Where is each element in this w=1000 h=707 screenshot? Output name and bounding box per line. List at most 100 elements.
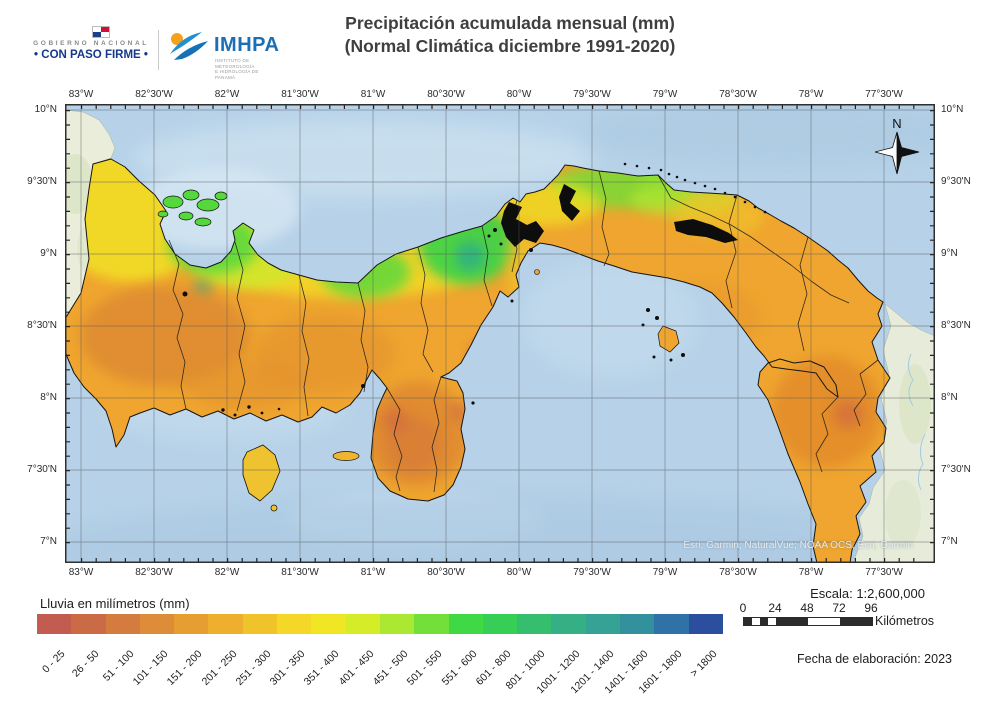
legend-swatch — [71, 614, 106, 634]
gov-logo-line1: GOBIERNO NACIONAL — [33, 40, 149, 47]
lon-label-top: 81°W — [360, 89, 386, 100]
lon-label-top: 81°30'W — [281, 89, 319, 100]
legend-swatch — [277, 614, 312, 634]
lat-label-left: 9°N — [40, 248, 57, 259]
lat-label-left: 9°30'N — [27, 176, 57, 187]
colombia-land — [852, 303, 935, 563]
legend-swatch — [688, 614, 723, 634]
legend-swatch — [208, 614, 243, 634]
lon-label-bottom: 82°30'W — [135, 567, 173, 578]
scalebar-tick-label: 48 — [800, 601, 814, 615]
header: GOBIERNO NACIONAL • CON PASO FIRME • IMH… — [0, 0, 1000, 96]
scalebar-ticks: 0 24 48 72 96 — [740, 601, 883, 615]
imhpa-subtitle: INSTITUTO DE METEOROLOGÍA E HIDROLOGÍA D… — [215, 58, 278, 80]
map-canvas: N Esri, Garmin, NaturalVue; NOAA OCS, Es… — [65, 104, 935, 563]
lon-label-bottom: 78°30'W — [719, 567, 757, 578]
lon-label-top: 80°30'W — [427, 89, 465, 100]
legend-swatch — [105, 614, 140, 634]
bocas-islands — [157, 189, 228, 227]
legend-label: 401 - 450 — [336, 648, 377, 688]
legend-swatch — [585, 614, 621, 634]
graticule — [65, 104, 935, 563]
lon-label-top: 78°W — [798, 89, 824, 100]
legend-class-labels: 0 - 25 26 - 50 51 - 100 101 - 150 151 - 200 2… — [37, 634, 737, 704]
imhpa-subtitle-line2: E HIDROLOGÍA DE PANAMÁ — [215, 69, 259, 80]
legend-title: Lluvia en milímetros (mm) — [40, 596, 190, 611]
legend-label: > 1800 — [687, 648, 720, 680]
legend-label: 0 - 25 — [40, 648, 68, 676]
page-title: Precipitación acumulada mensual (mm) (No… — [250, 12, 770, 58]
legend-swatch — [482, 614, 518, 634]
panama-coastline — [65, 158, 891, 563]
lat-label-right: 7°N — [941, 536, 958, 547]
government-logo: GOBIERNO NACIONAL • CON PASO FIRME • — [30, 26, 152, 72]
basemap-attribution: Esri, Garmin, NaturalVue; NOAA OCS, Esri… — [683, 540, 913, 551]
scalebar-segment — [840, 618, 872, 625]
lat-label-left: 7°30'N — [27, 464, 57, 475]
scalebar-segment — [760, 618, 768, 625]
lon-label-bottom: 81°W — [360, 567, 386, 578]
lon-label-bottom: 79°30'W — [573, 567, 611, 578]
legend-swatch — [174, 614, 209, 634]
scalebar-segment — [744, 618, 752, 625]
logo-divider — [158, 30, 159, 70]
lon-label-bottom: 83°W — [68, 567, 94, 578]
legend-label: 451 - 500 — [370, 648, 411, 688]
panama-flag-icon — [92, 26, 110, 38]
legend-swatch — [414, 614, 449, 634]
taboga-island — [534, 269, 540, 275]
legend-swatch — [139, 614, 175, 634]
scalebar-segment — [776, 618, 808, 625]
lon-label-bottom: 80°30'W — [427, 567, 465, 578]
legend-label: 101 - 150 — [130, 648, 171, 688]
lat-label-left: 7°N — [40, 536, 57, 547]
lon-label-bottom: 82°W — [214, 567, 240, 578]
legend-swatch — [551, 614, 586, 634]
legend-swatch — [345, 614, 380, 634]
lon-label-top: 83°W — [68, 89, 94, 100]
lon-label-bottom: 79°W — [652, 567, 678, 578]
map-svg: N — [65, 104, 935, 563]
title-line1: Precipitación acumulada mensual (mm) — [345, 13, 675, 33]
legend-swatch — [620, 614, 655, 634]
scalebar-segment — [768, 618, 776, 625]
title-line2: (Normal Climática diciembre 1991-2020) — [344, 36, 676, 56]
legend-label: 26 - 50 — [70, 648, 102, 680]
legend-swatch — [448, 614, 483, 634]
legend-label: 551 - 600 — [439, 648, 480, 688]
scalebar-tick-label: 96 — [864, 601, 878, 615]
pearl-islands — [641, 308, 685, 362]
lat-label-left: 8°30'N — [27, 320, 57, 331]
scalebar-tick-label: 24 — [768, 601, 782, 615]
legend-swatch — [654, 614, 689, 634]
north-arrow-icon: N — [874, 116, 920, 175]
lon-label-bottom: 80°W — [506, 567, 532, 578]
legend-swatch — [379, 614, 415, 634]
lat-label-right: 7°30'N — [941, 464, 971, 475]
lon-label-top: 82°W — [214, 89, 240, 100]
scalebar-segment — [808, 618, 840, 625]
elaboration-date: Fecha de elaboración: 2023 — [797, 652, 952, 666]
province-boundaries — [168, 170, 879, 493]
legend-label: 501 - 550 — [404, 648, 445, 688]
legend-label: 251 - 300 — [233, 648, 274, 688]
legend-swatch — [37, 614, 72, 634]
gov-logo-line2: • CON PASO FIRME • — [34, 49, 148, 61]
imhpa-subtitle-line1: INSTITUTO DE METEOROLOGÍA — [215, 58, 255, 69]
lon-label-top: 79°30'W — [573, 89, 611, 100]
lon-label-bottom: 78°W — [798, 567, 824, 578]
lakes — [182, 184, 738, 388]
legend-swatch — [311, 614, 346, 634]
lon-label-bottom: 77°30'W — [865, 567, 903, 578]
scalebar-unit: Kilómetros — [875, 614, 935, 628]
lat-label-left: 10°N — [34, 104, 57, 115]
legend-label: 151 - 200 — [164, 648, 205, 688]
imhpa-acronym: IMHPA — [214, 34, 280, 56]
map-frame — [65, 104, 935, 563]
lat-label-right: 8°N — [941, 392, 958, 403]
lat-label-right: 9°N — [941, 248, 958, 259]
lon-label-top: 77°30'W — [865, 89, 903, 100]
north-arrow-label: N — [892, 116, 901, 131]
lon-label-top: 78°30'W — [719, 89, 757, 100]
scalebar-tick-label: 72 — [832, 601, 846, 615]
